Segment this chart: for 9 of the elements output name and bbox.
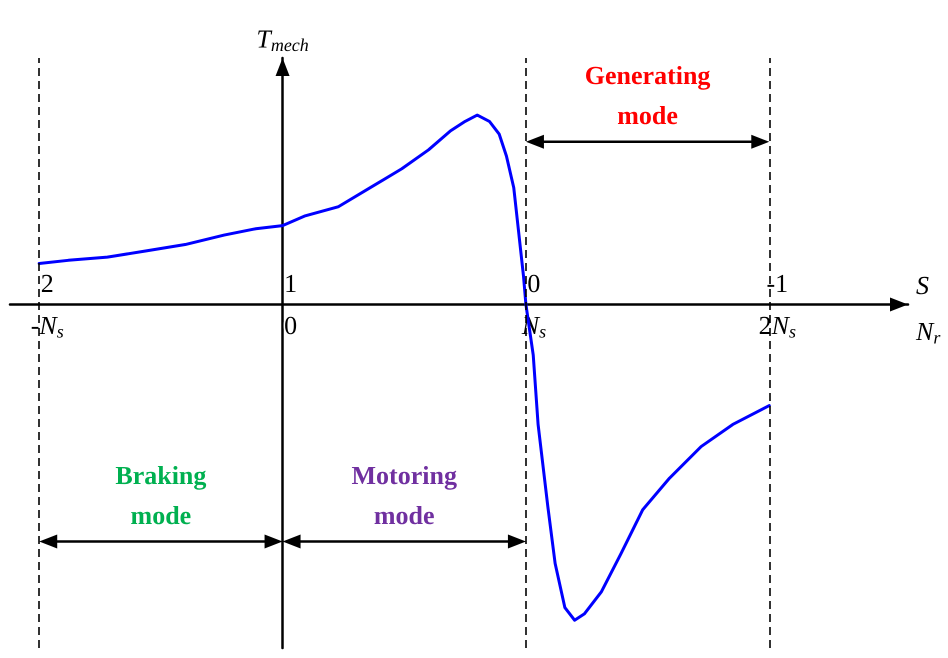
annotation: Braking mode — [114, 460, 208, 532]
x2-tick-label: 1 — [284, 269, 298, 298]
annotation: Motoring mode — [350, 460, 458, 532]
x2-tick-label: -1 — [766, 269, 788, 298]
annotation: Generating mode — [584, 60, 712, 132]
x2-axis-title: S — [916, 271, 929, 300]
x2-tick-label: 0 — [527, 269, 540, 298]
x2-tick-label: 2 — [40, 269, 54, 298]
x-tick-label: 0 — [284, 311, 298, 340]
